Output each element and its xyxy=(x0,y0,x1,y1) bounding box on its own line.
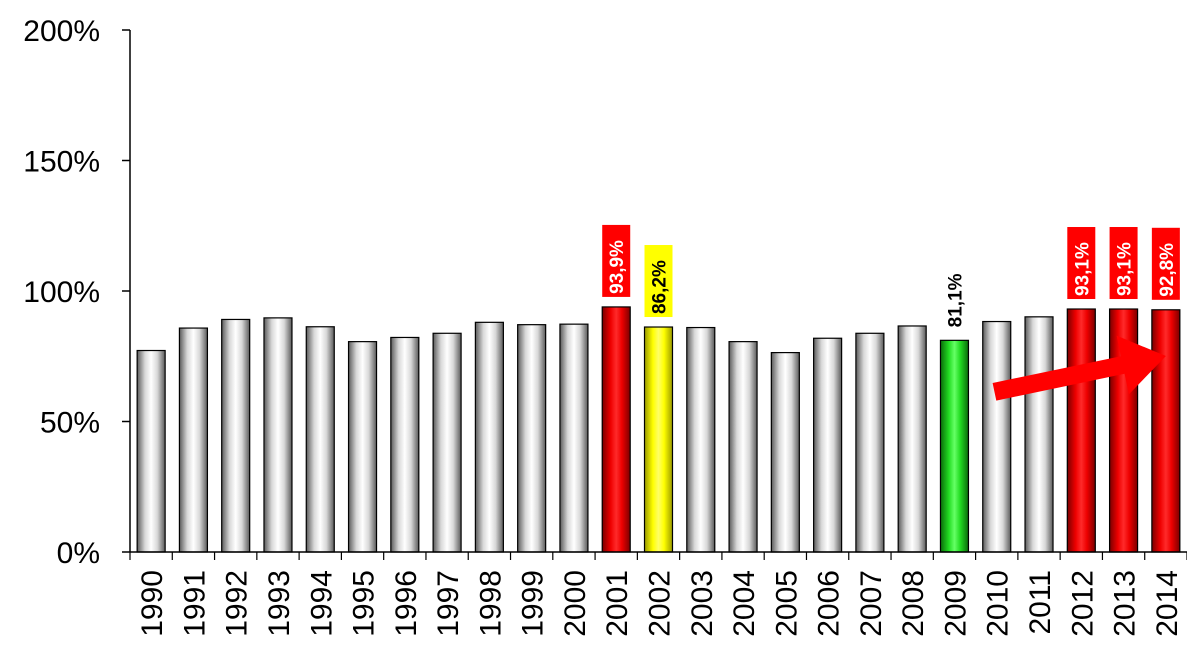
data-label-2013: 93,1% xyxy=(1109,227,1138,300)
x-tick-label: 1991 xyxy=(178,570,211,637)
data-label-text: 93,9% xyxy=(607,240,628,294)
data-label-2014: 92,8% xyxy=(1151,227,1180,300)
bar-1996 xyxy=(390,336,420,553)
data-label-2009: 81,1% xyxy=(945,273,966,327)
x-tick-label: 1997 xyxy=(432,570,465,637)
data-label-2001: 93,9% xyxy=(602,224,631,297)
x-tick-label: 2005 xyxy=(770,570,803,637)
trend-arrow xyxy=(992,335,1166,401)
x-tick-label: 1998 xyxy=(474,570,507,637)
x-axis: 1990 1991 1992 1993 1994 1995 1996 1997 1998 1999… xyxy=(129,551,1187,637)
data-label-2002: 86,2% xyxy=(644,245,673,318)
bar-1999 xyxy=(517,324,547,553)
x-tick-label: 2006 xyxy=(813,570,846,637)
bar-2007 xyxy=(855,332,885,553)
data-label-box xyxy=(602,224,631,297)
x-tick-label: 1990 xyxy=(136,570,169,637)
data-label-box xyxy=(1109,227,1138,300)
bar-1995 xyxy=(347,341,378,553)
x-tick-label: 2002 xyxy=(644,570,677,637)
x-tick-label: 2012 xyxy=(1066,570,1099,637)
data-label-text: 92,8% xyxy=(1157,243,1178,297)
bar-2010 xyxy=(982,320,1012,553)
bar-2001 xyxy=(601,306,631,553)
bar-2005 xyxy=(770,351,800,553)
data-label-2012: 93,1% xyxy=(1067,227,1096,300)
y-axis: 0% 50% 100% 150% 200% xyxy=(23,15,131,570)
bar-2002 xyxy=(643,326,674,553)
x-tick-label: 1992 xyxy=(221,570,254,637)
bar-1994 xyxy=(305,326,335,553)
bar-1991 xyxy=(178,327,209,553)
bars xyxy=(136,306,1181,553)
y-tick-label: 0% xyxy=(57,537,100,570)
x-tick-label: 1999 xyxy=(517,570,550,637)
x-tick-label: 2010 xyxy=(982,570,1015,637)
data-label-text: 86,2% xyxy=(650,260,671,314)
x-tick-label: 1996 xyxy=(390,570,423,637)
data-label-text: 93,1% xyxy=(1115,242,1136,296)
x-tick-label: 1993 xyxy=(263,570,296,637)
x-tick-label: 2008 xyxy=(897,570,930,637)
bar-1990 xyxy=(136,349,166,553)
x-tick-label: 2004 xyxy=(728,570,761,637)
data-label-box xyxy=(1151,227,1180,300)
data-label-box xyxy=(1067,227,1096,300)
y-tick-label: 100% xyxy=(23,276,100,309)
data-label-text: 81,1% xyxy=(945,273,966,327)
y-tick-label: 50% xyxy=(40,407,100,440)
x-tick-label: 2009 xyxy=(939,570,972,637)
x-tick-label: 1995 xyxy=(348,570,381,637)
bar-1993 xyxy=(263,317,293,553)
bar-2011 xyxy=(1024,316,1054,553)
x-tick-label: 2011 xyxy=(1024,570,1057,635)
data-labels: 93,9% 86,2% 81,1% 93,1% 93,1% 92,8% xyxy=(602,224,1180,327)
x-tick-label: 2003 xyxy=(686,570,719,637)
bar-2008 xyxy=(897,325,927,553)
x-tick-label: 1994 xyxy=(305,570,338,637)
bar-2012 xyxy=(1066,308,1096,553)
bar-2014 xyxy=(1151,309,1181,553)
data-label-text: 93,1% xyxy=(1072,242,1093,296)
y-tick-label: 200% xyxy=(23,15,100,48)
x-tick-label: 2001 xyxy=(601,570,634,637)
bar-2000 xyxy=(559,323,589,553)
bar-2003 xyxy=(686,326,716,553)
bar-1997 xyxy=(432,332,462,553)
x-tick-label: 2013 xyxy=(1109,570,1142,637)
bar-2009 xyxy=(939,339,970,553)
x-tick-label: 2000 xyxy=(559,570,592,637)
y-tick-label: 150% xyxy=(23,146,100,179)
x-tick-label: 2014 xyxy=(1151,570,1184,637)
bar-1992 xyxy=(221,318,251,553)
data-label-box xyxy=(644,245,673,318)
bar-2004 xyxy=(728,341,758,553)
bar-1998 xyxy=(474,321,504,553)
bar-2006 xyxy=(813,337,843,553)
x-tick-label: 2007 xyxy=(855,570,888,637)
trend-arrow-annotation xyxy=(992,335,1166,401)
